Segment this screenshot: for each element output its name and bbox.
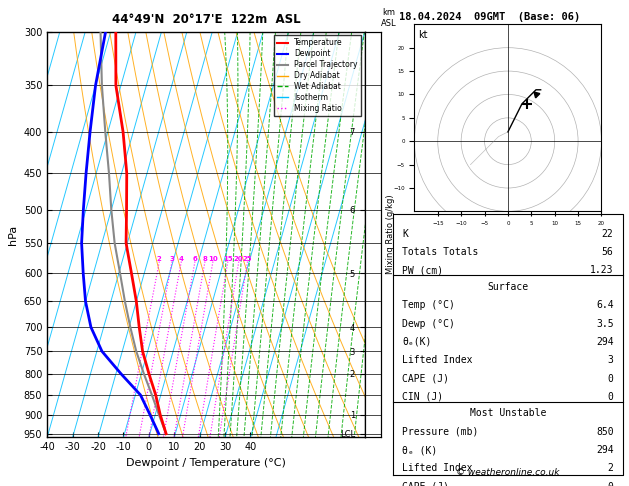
Text: Totals Totals: Totals Totals [403,247,479,257]
Legend: Temperature, Dewpoint, Parcel Trajectory, Dry Adiabat, Wet Adiabat, Isotherm, Mi: Temperature, Dewpoint, Parcel Trajectory… [274,35,361,116]
Text: 2: 2 [608,464,613,473]
Text: kt: kt [418,30,428,40]
Text: 6: 6 [192,256,198,261]
Text: km
ASL: km ASL [381,8,396,28]
Text: 2: 2 [157,256,162,261]
Text: 6.4: 6.4 [596,300,613,310]
Text: PW (cm): PW (cm) [403,265,443,276]
Y-axis label: hPa: hPa [8,225,18,244]
Text: 10: 10 [208,256,218,261]
Text: K: K [403,229,408,239]
Text: 25: 25 [243,256,252,261]
Text: Dewp (°C): Dewp (°C) [403,318,455,329]
Text: 18.04.2024  09GMT  (Base: 06): 18.04.2024 09GMT (Base: 06) [399,12,581,22]
Text: 3: 3 [608,355,613,365]
Text: CAPE (J): CAPE (J) [403,374,449,383]
Text: Temp (°C): Temp (°C) [403,300,455,310]
Text: θₑ (K): θₑ (K) [403,445,438,455]
Text: 3: 3 [170,256,174,261]
Text: 56: 56 [602,247,613,257]
Text: Lifted Index: Lifted Index [403,355,473,365]
Text: 3.5: 3.5 [596,318,613,329]
Y-axis label: Mixing Ratio (g/kg): Mixing Ratio (g/kg) [386,195,395,274]
Text: 294: 294 [596,445,613,455]
Text: 294: 294 [596,337,613,347]
Text: 4: 4 [179,256,184,261]
Text: Surface: Surface [487,282,528,292]
Text: 22: 22 [602,229,613,239]
Text: CIN (J): CIN (J) [403,392,443,402]
Text: Most Unstable: Most Unstable [470,408,546,418]
Text: © weatheronline.co.uk: © weatheronline.co.uk [456,468,560,477]
Text: 8: 8 [203,256,208,261]
Text: Lifted Index: Lifted Index [403,464,473,473]
Text: 0: 0 [608,392,613,402]
Text: 1.23: 1.23 [590,265,613,276]
X-axis label: Dewpoint / Temperature (°C): Dewpoint / Temperature (°C) [126,458,286,468]
Text: 20: 20 [234,256,243,261]
Text: 0: 0 [608,482,613,486]
Text: 15: 15 [223,256,233,261]
Text: 0: 0 [608,374,613,383]
Text: 850: 850 [596,427,613,437]
Text: CAPE (J): CAPE (J) [403,482,449,486]
Text: Pressure (mb): Pressure (mb) [403,427,479,437]
Text: θₑ(K): θₑ(K) [403,337,431,347]
Title: 44°49'N  20°17'E  122m  ASL: 44°49'N 20°17'E 122m ASL [112,13,300,26]
